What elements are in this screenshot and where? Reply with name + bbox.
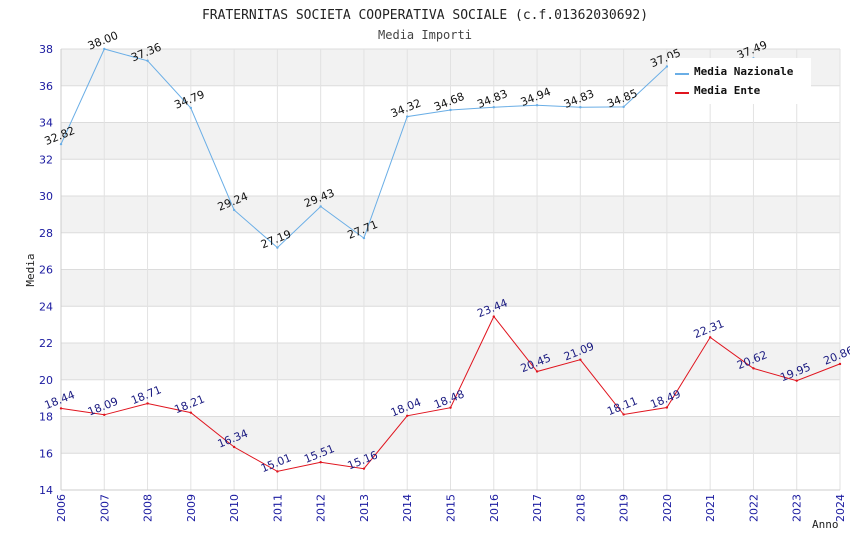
data-point [103, 47, 106, 51]
legend-box [668, 58, 811, 104]
y-tick-label: 28 [39, 227, 53, 240]
data-point [622, 413, 625, 416]
data-point [319, 461, 322, 464]
legend-label-ente: Media Ente [694, 84, 761, 97]
chart-title: FRATERNITAS SOCIETA COOPERATIVA SOCIALE … [202, 8, 648, 23]
x-tick-label: 2007 [98, 494, 111, 522]
x-tick-label: 2011 [271, 494, 284, 522]
data-point [579, 358, 582, 361]
data-point [146, 402, 149, 405]
data-point [535, 104, 539, 107]
data-point [795, 379, 798, 382]
data-point [276, 470, 279, 473]
data-point [579, 106, 582, 109]
x-tick-label: 2021 [704, 494, 717, 522]
x-tick-label: 2024 [834, 494, 847, 522]
data-point [189, 106, 193, 110]
y-tick-label: 30 [39, 190, 53, 203]
data-point [838, 362, 842, 366]
y-tick-label: 38 [39, 43, 53, 56]
x-tick-label: 2015 [445, 494, 458, 522]
data-point [103, 413, 106, 417]
legend: Media Nazionale Media Ente [668, 58, 811, 104]
x-tick-label: 2013 [358, 494, 371, 522]
data-point [406, 115, 409, 118]
x-tick-label: 2018 [574, 494, 587, 522]
y-tick-label: 26 [39, 264, 53, 277]
x-tick-label: 2009 [185, 494, 198, 522]
data-point [59, 407, 63, 410]
data-point [362, 467, 366, 470]
y-tick-label: 20 [39, 374, 53, 387]
x-tick-label: 2022 [747, 494, 760, 522]
y-tick-label: 36 [39, 80, 53, 93]
x-tick-label: 2020 [661, 494, 674, 522]
grid-lines [60, 48, 841, 491]
y-tick-label: 34 [39, 117, 53, 130]
data-point [492, 106, 495, 109]
y-tick-label: 24 [39, 300, 53, 313]
data-point [622, 105, 625, 109]
x-tick-label: 2014 [401, 494, 414, 522]
legend-label-nazionale: Media Nazionale [694, 65, 794, 78]
data-point [232, 445, 236, 449]
x-tick-label: 2008 [142, 494, 155, 522]
x-tick-label: 2006 [55, 494, 68, 522]
data-point [189, 411, 193, 414]
x-tick-label: 2016 [488, 494, 501, 522]
data-point [276, 246, 279, 249]
data-point [492, 315, 495, 318]
data-point [449, 108, 452, 112]
x-tick-label: 2017 [531, 494, 544, 522]
x-axis-label: Anno [812, 518, 839, 531]
y-tick-label: 18 [39, 411, 53, 424]
y-axis-label: Media [24, 253, 37, 286]
y-tick-label: 14 [39, 484, 53, 497]
data-point [752, 367, 755, 370]
data-point [319, 205, 322, 208]
data-point [59, 142, 63, 146]
x-tick-label: 2010 [228, 494, 241, 522]
y-tick-label: 16 [39, 447, 53, 460]
data-point [146, 59, 149, 62]
data-point [362, 236, 366, 240]
series-lines [59, 47, 842, 473]
data-point [449, 406, 452, 409]
y-tick-label: 32 [39, 153, 53, 166]
x-tick-labels: 2006 2007 2008 2009 2010 2011 2012 2013 2014 2015… [55, 494, 847, 522]
data-point [232, 208, 236, 212]
chart-subtitle: Media Importi [378, 28, 472, 42]
data-point [665, 65, 669, 68]
data-point [406, 414, 409, 417]
x-tick-label: 2023 [791, 494, 804, 522]
data-point [708, 336, 712, 339]
data-point [665, 406, 669, 409]
y-tick-labels: 14 16 18 20 22 24 26 28 30 32 34 36 38 [39, 43, 53, 497]
y-tick-label: 22 [39, 337, 53, 350]
data-point [535, 370, 539, 373]
x-tick-label: 2019 [618, 494, 631, 522]
x-tick-label: 2012 [315, 494, 328, 522]
